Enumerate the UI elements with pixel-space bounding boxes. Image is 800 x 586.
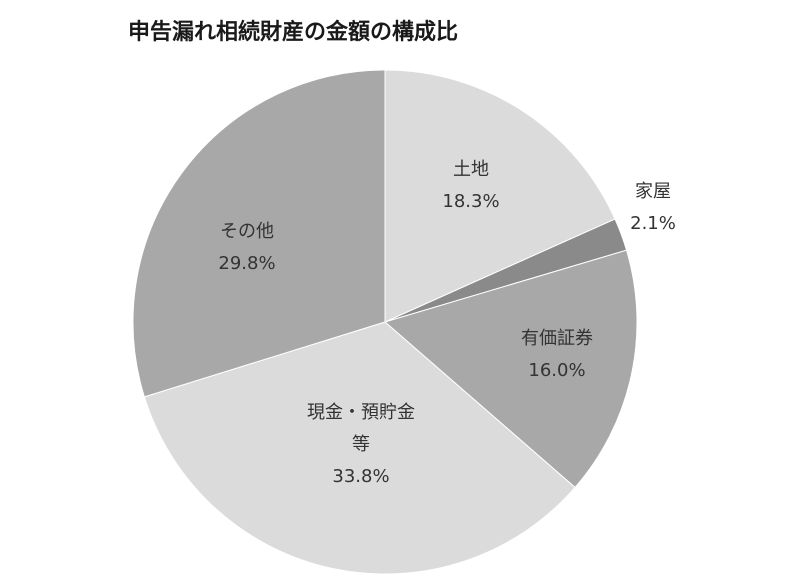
pie-slice-3 (143, 321, 576, 575)
slice-label-2: 有価証券 16.0% (521, 328, 593, 381)
pie-slice-2 (383, 249, 638, 489)
slice-label-0: 土地 18.3% (442, 159, 499, 212)
slice-category-label: 現金・預貯金 (307, 402, 415, 423)
slice-value-label: 2.1% (630, 213, 676, 234)
slice-label-4: その他 29.8% (218, 221, 275, 274)
pie-slices (132, 69, 638, 575)
slice-category-label: 有価証券 (521, 328, 593, 349)
slice-category-label: 等 (352, 434, 370, 455)
slice-labels: 土地 18.3% 家屋 2.1% 有価証券 16.0% 現金・預貯金等 33.8% その他 29.… (218, 159, 675, 487)
slice-value-label: 29.8% (218, 253, 275, 274)
slice-value-label: 18.3% (442, 191, 499, 212)
chart-title: 申告漏れ相続財産の金額の構成比 (128, 20, 459, 45)
pie-slice-4 (132, 69, 386, 398)
slice-label-1: 家屋 2.1% (630, 181, 676, 234)
slice-category-label: 家屋 (635, 181, 671, 202)
slice-label-3: 現金・預貯金等 33.8% (307, 402, 415, 487)
slice-category-label: 土地 (453, 159, 489, 180)
pie-slice-0 (384, 69, 616, 323)
slice-value-label: 16.0% (528, 360, 585, 381)
slice-value-label: 33.8% (332, 466, 389, 487)
slice-category-label: その他 (220, 221, 274, 242)
